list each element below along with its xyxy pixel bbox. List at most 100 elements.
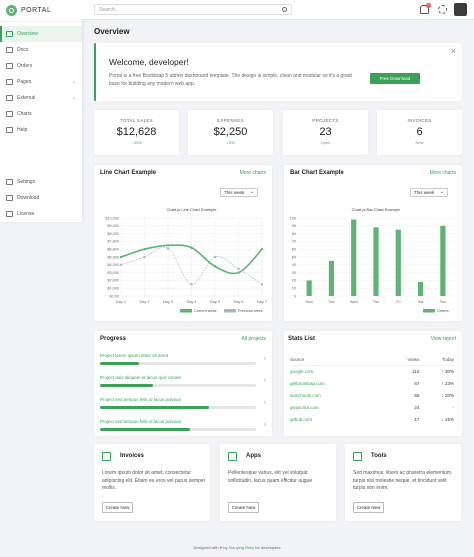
progress-fill bbox=[100, 428, 191, 431]
progress-bar bbox=[100, 362, 256, 365]
more-charts-link[interactable]: More charts bbox=[239, 170, 266, 176]
sidebar-item-overview[interactable]: Overview bbox=[0, 26, 82, 42]
legend-label: Orders bbox=[437, 309, 449, 313]
source-link[interactable]: google.com bbox=[290, 368, 314, 374]
sidebar-item-help[interactable]: Help bbox=[0, 122, 82, 138]
week-select[interactable]: This week bbox=[410, 188, 448, 197]
avatar[interactable] bbox=[454, 3, 467, 16]
columns-icon bbox=[6, 79, 13, 85]
source-link[interactable]: javascript.com bbox=[290, 404, 319, 410]
all-projects-link[interactable]: All projects bbox=[241, 336, 266, 342]
sidebar-item-pages[interactable]: Pages ⌄ bbox=[0, 74, 82, 90]
chevron-right-icon[interactable]: › bbox=[264, 356, 266, 362]
feature-card-invoices: Invoices Lorem ipsum dolor sit amet, con… bbox=[94, 444, 210, 521]
bell-icon[interactable] bbox=[420, 5, 429, 14]
progress-item[interactable]: Project sed tempus felis id lacus pulvin… bbox=[100, 397, 266, 417]
y-tick-label: $3,000 bbox=[107, 271, 119, 275]
y-tick-label: $9,000 bbox=[107, 224, 119, 228]
sidebar-item-external[interactable]: External ⌄ bbox=[0, 90, 82, 106]
stat-invoices[interactable]: INVOICES 6 New bbox=[377, 110, 462, 155]
data-point bbox=[190, 283, 193, 286]
views-cell: 17 bbox=[414, 416, 420, 422]
y-tick-label: $8,000 bbox=[107, 232, 119, 236]
progress-card: Progress All projects Project lorem ipsu… bbox=[94, 331, 272, 436]
progress-bar bbox=[100, 406, 256, 409]
view-report-link[interactable]: View report bbox=[430, 336, 456, 342]
question-icon bbox=[6, 127, 13, 133]
create-new-button[interactable]: Create New bbox=[228, 502, 259, 513]
stats-table: Source Views Today google.com 110 ↑ 30% get… bbox=[290, 354, 454, 425]
welcome-text: Portal is a free Bootstrap 5 admin dashb… bbox=[109, 73, 352, 87]
progress-item[interactable]: Project sed tempus felis id lacus pulvin… bbox=[100, 419, 266, 439]
column-header: Source bbox=[290, 354, 387, 366]
file-icon bbox=[6, 211, 13, 217]
brand[interactable]: PORTAL bbox=[0, 0, 82, 22]
bar-chart: Chart.js Bar Chart Example 0 10 20 30 40 50 60 7… bbox=[290, 207, 454, 313]
data-point bbox=[213, 255, 217, 259]
column-header: Views bbox=[386, 354, 420, 366]
y-tick-label: $5,000 bbox=[107, 255, 119, 259]
progress-fill bbox=[100, 406, 210, 409]
views-cell: 56 bbox=[414, 392, 420, 398]
stat-expenses[interactable]: EXPENSES $2,250 ↓ 5% bbox=[188, 110, 273, 155]
line-chart-title: Line Chart Example bbox=[100, 170, 157, 176]
sidebar-item-settings[interactable]: Settings bbox=[0, 174, 82, 190]
progress-item[interactable]: Project duis aliquam et lacus quis ornar… bbox=[100, 375, 266, 395]
views-cell: 110 bbox=[412, 368, 420, 374]
chevron-right-icon[interactable]: › bbox=[264, 400, 266, 406]
legend-swatch bbox=[180, 309, 192, 313]
y-tick-label: 20 bbox=[292, 279, 296, 283]
create-new-button[interactable]: Create New bbox=[102, 502, 133, 513]
y-tick-label: $7,000 bbox=[107, 240, 119, 244]
source-link[interactable]: getbootstrap.com bbox=[290, 380, 325, 386]
legend-swatch bbox=[224, 309, 236, 313]
progress-title: Progress bbox=[100, 336, 127, 342]
table-row: google.com 110 ↑ 30% bbox=[290, 365, 454, 377]
data-point bbox=[190, 246, 193, 249]
card-icon bbox=[6, 63, 13, 69]
sidebar-item-orders[interactable]: Orders bbox=[0, 58, 82, 74]
sidebar-item-docs[interactable]: Docs bbox=[0, 42, 82, 58]
sidebar-item-charts[interactable]: Charts bbox=[0, 106, 82, 122]
data-point bbox=[260, 248, 264, 251]
bar-chart-card: Bar Chart Example More charts This week … bbox=[284, 165, 462, 321]
y-tick-label: $2,000 bbox=[107, 279, 119, 283]
week-select[interactable]: This week bbox=[220, 188, 258, 197]
y-tick-label: 30 bbox=[292, 271, 296, 275]
x-tick-label: Wed bbox=[350, 300, 358, 304]
bar bbox=[306, 280, 312, 296]
legend-label: Previous week bbox=[238, 309, 263, 313]
welcome-title: Welcome, developer! bbox=[109, 57, 189, 67]
data-point bbox=[213, 265, 217, 268]
progress-item[interactable]: Project lorem ipsum dolor sit amet › bbox=[100, 353, 266, 373]
source-link[interactable]: github.com bbox=[290, 416, 313, 422]
search-input[interactable]: Search... bbox=[94, 4, 292, 15]
table-row: getbootstrap.com 67 ↑ 23% bbox=[290, 377, 454, 389]
settings-gear-icon[interactable] bbox=[438, 5, 447, 14]
source-link[interactable]: w3schools.com bbox=[290, 392, 321, 398]
free-download-button[interactable]: Free Download bbox=[370, 73, 420, 84]
code-icon bbox=[228, 452, 237, 461]
progress-label: Project sed tempus felis id lacus pulvin… bbox=[100, 397, 182, 402]
sidebar-item-download[interactable]: Download bbox=[0, 190, 82, 206]
more-charts-link[interactable]: More charts bbox=[429, 170, 456, 176]
chevron-right-icon[interactable]: › bbox=[264, 378, 266, 384]
stat-projects[interactable]: PROJECTS 23 Open bbox=[283, 110, 368, 155]
chart-icon bbox=[6, 111, 13, 117]
data-point bbox=[237, 271, 240, 274]
search-icon[interactable] bbox=[282, 7, 287, 12]
author-link[interactable]: Xiaoying Riley bbox=[228, 545, 254, 550]
chevron-right-icon[interactable]: › bbox=[264, 422, 266, 428]
feature-card-tools: Tools Sed maximus, libero ac pharetra el… bbox=[345, 444, 461, 521]
x-tick-label: Tue bbox=[328, 300, 334, 304]
progress-label: Project sed tempus felis id lacus pulvin… bbox=[100, 419, 182, 424]
x-tick-label: Day 7 bbox=[257, 300, 267, 304]
close-icon[interactable]: × bbox=[450, 46, 456, 56]
stat-total-sales[interactable]: TOTAL SALES $12,628 ↑ 20% bbox=[94, 110, 179, 155]
sidebar-item-license[interactable]: License bbox=[0, 206, 82, 222]
x-tick-label: Day 1 bbox=[116, 300, 126, 304]
progress-fill bbox=[100, 384, 154, 387]
x-tick-label: Day 3 bbox=[163, 300, 173, 304]
create-new-button[interactable]: Create New bbox=[353, 502, 384, 513]
data-point bbox=[166, 247, 170, 250]
